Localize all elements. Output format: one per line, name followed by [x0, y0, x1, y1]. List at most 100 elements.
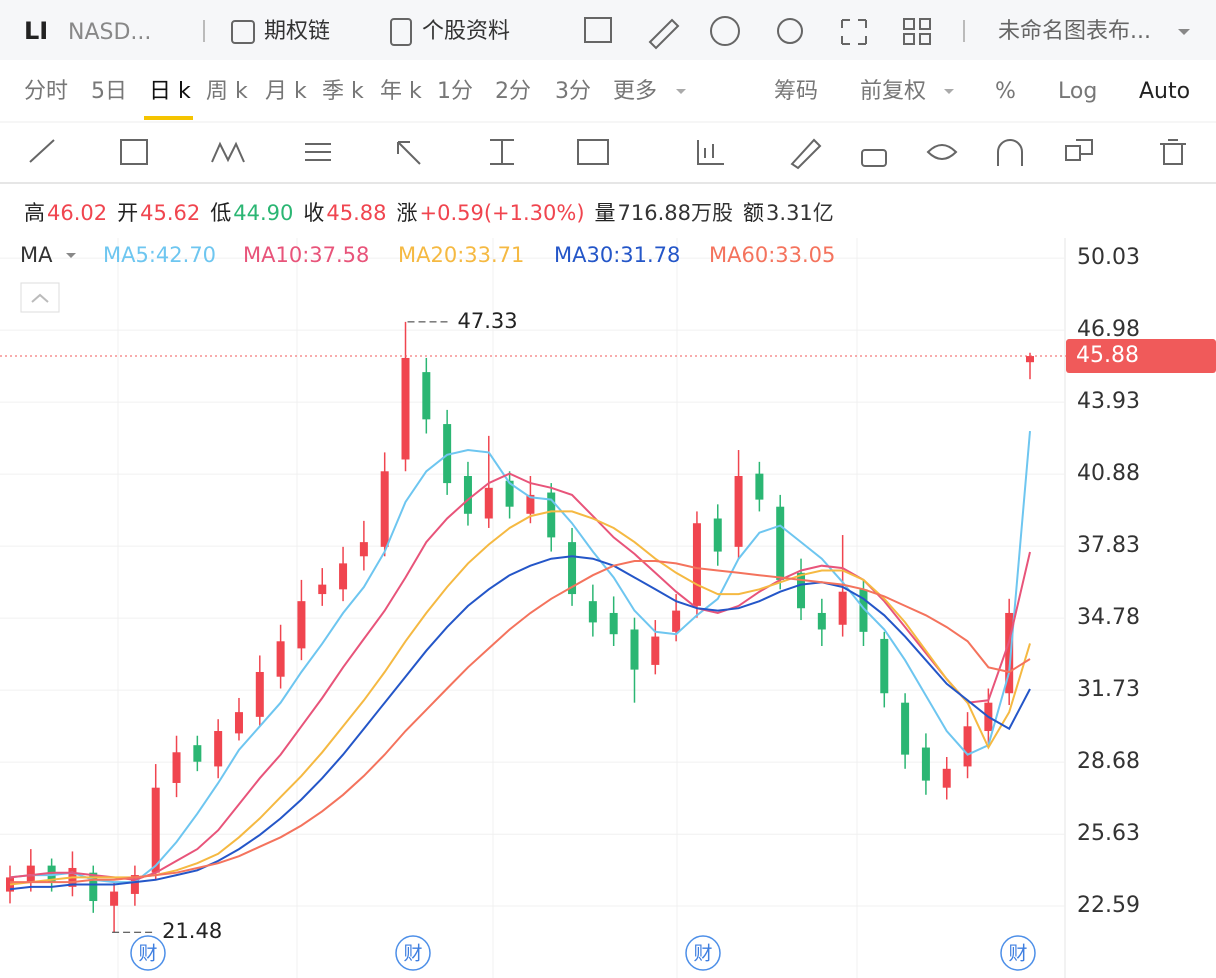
- icon[interactable]: [861, 149, 887, 167]
- icon[interactable]: [777, 18, 803, 44]
- icon[interactable]: [397, 141, 421, 165]
- candle-body: [484, 487, 493, 519]
- period-tab[interactable]: 分时: [24, 79, 68, 104]
- period-tab[interactable]: 5日: [91, 79, 127, 104]
- event-label[interactable]: 财: [693, 943, 712, 965]
- setting[interactable]: Log: [1058, 79, 1097, 104]
- icon[interactable]: [790, 138, 822, 170]
- caret: [944, 89, 954, 94]
- indicator[interactable]: MA: [20, 243, 53, 267]
- candle-body: [921, 747, 930, 781]
- event-badge[interactable]: [130, 935, 166, 971]
- event-badge[interactable]: [685, 935, 721, 971]
- icon[interactable]: [903, 18, 931, 45]
- period-tab[interactable]: 季 k: [322, 79, 364, 104]
- collapse-button[interactable]: [20, 282, 60, 313]
- ma-line: [9, 472, 1031, 881]
- quote-label: 收: [303, 201, 324, 225]
- icon[interactable]: [305, 143, 331, 161]
- event-label[interactable]: 财: [1008, 943, 1027, 965]
- period-tab[interactable]: 日 k: [149, 79, 191, 104]
- y-tick-label: 25.63: [1077, 821, 1140, 846]
- icon[interactable]: [490, 139, 514, 165]
- legend-entry: MA20:33.71: [398, 243, 524, 267]
- icon[interactable]: [584, 17, 612, 43]
- quote-label: 量: [595, 201, 616, 225]
- icon[interactable]: [29, 139, 55, 163]
- candle-body: [130, 875, 139, 894]
- ma-line: [9, 431, 1031, 884]
- candle-body: [588, 601, 597, 623]
- top-bar: [0, 0, 1216, 60]
- candle-body: [380, 471, 389, 547]
- quote-row: 高46.02 开45.62 低44.90 收45.88 涨+0.59(+1.30%) 量7…: [24, 201, 834, 225]
- candle-body: [713, 518, 722, 552]
- options-chain[interactable]: 期权链: [264, 19, 330, 44]
- exchange[interactable]: NASD...: [68, 20, 151, 45]
- period-tab[interactable]: 周 k: [206, 79, 248, 104]
- layout-name[interactable]: 未命名图表布...: [998, 19, 1151, 44]
- candle-body: [193, 745, 202, 762]
- y-tick-label: 34.78: [1077, 605, 1140, 630]
- legend-entry: MA5:42.70: [103, 243, 216, 267]
- candle-body: [901, 702, 910, 755]
- quote-value: 44.90: [233, 201, 293, 225]
- candle-body: [505, 480, 514, 507]
- active-underline: [144, 116, 193, 120]
- setting[interactable]: %: [995, 79, 1016, 104]
- setting[interactable]: 筹码: [774, 79, 818, 104]
- candle-body: [755, 473, 764, 500]
- candle-body: [172, 752, 181, 783]
- quote-value: 3.31亿: [766, 201, 834, 225]
- setting[interactable]: 前复权: [860, 79, 926, 104]
- icon[interactable]: [697, 140, 724, 165]
- caret: [1178, 29, 1190, 35]
- caret: [66, 253, 76, 258]
- period-tab[interactable]: 年 k: [380, 79, 422, 104]
- period-bar: 分时 5日日 k 周 k 月 k 季 k 年 k 1分 2分 3分 更多 筹码 前复权% Log Auto: [24, 79, 1190, 104]
- candle-body: [838, 591, 847, 625]
- period-tab[interactable]: 3分: [555, 79, 591, 104]
- ma-line: [9, 555, 1031, 891]
- icon[interactable]: [577, 139, 609, 165]
- period-tab[interactable]: 月 k: [265, 79, 307, 104]
- candle-body: [609, 612, 618, 635]
- event-badge[interactable]: [395, 935, 431, 971]
- profile[interactable]: 个股资料: [422, 19, 510, 44]
- candle-body: [880, 638, 889, 694]
- caret: [676, 89, 686, 94]
- y-tick-label: 40.88: [1077, 461, 1140, 486]
- icon[interactable]: [841, 19, 867, 45]
- icon[interactable]: [926, 144, 958, 160]
- top-icons: [584, 16, 931, 50]
- y-tick-label: 46.98: [1077, 317, 1140, 342]
- period-tab[interactable]: 更多: [613, 79, 657, 104]
- icon[interactable]: [120, 139, 148, 165]
- candle-body: [151, 787, 160, 873]
- candle-body: [859, 589, 868, 632]
- candle-body: [318, 584, 327, 595]
- icon[interactable]: [1065, 139, 1093, 161]
- event-badge[interactable]: [1000, 935, 1036, 971]
- period-tab[interactable]: 1分: [437, 79, 473, 104]
- icon[interactable]: [211, 141, 245, 163]
- y-tick-label: 28.68: [1077, 749, 1140, 774]
- event-label[interactable]: 财: [403, 943, 422, 965]
- candle-body: [963, 726, 972, 767]
- setting[interactable]: Auto: [1139, 79, 1190, 104]
- event-label[interactable]: 财: [138, 943, 157, 965]
- quote-value: 716.88万股: [618, 201, 733, 225]
- icon[interactable]: [710, 16, 740, 46]
- candle-body: [359, 542, 368, 557]
- icon[interactable]: [1160, 139, 1186, 165]
- y-tick-label: 50.03: [1077, 245, 1140, 270]
- period-tab[interactable]: 2分: [495, 79, 531, 104]
- candle-body: [276, 641, 285, 677]
- icon[interactable]: [997, 139, 1023, 166]
- candle-body: [422, 372, 431, 420]
- icon[interactable]: [648, 18, 680, 50]
- quote-label: 低: [210, 201, 231, 225]
- low-label: 21.48: [162, 919, 222, 943]
- icon: [390, 18, 412, 46]
